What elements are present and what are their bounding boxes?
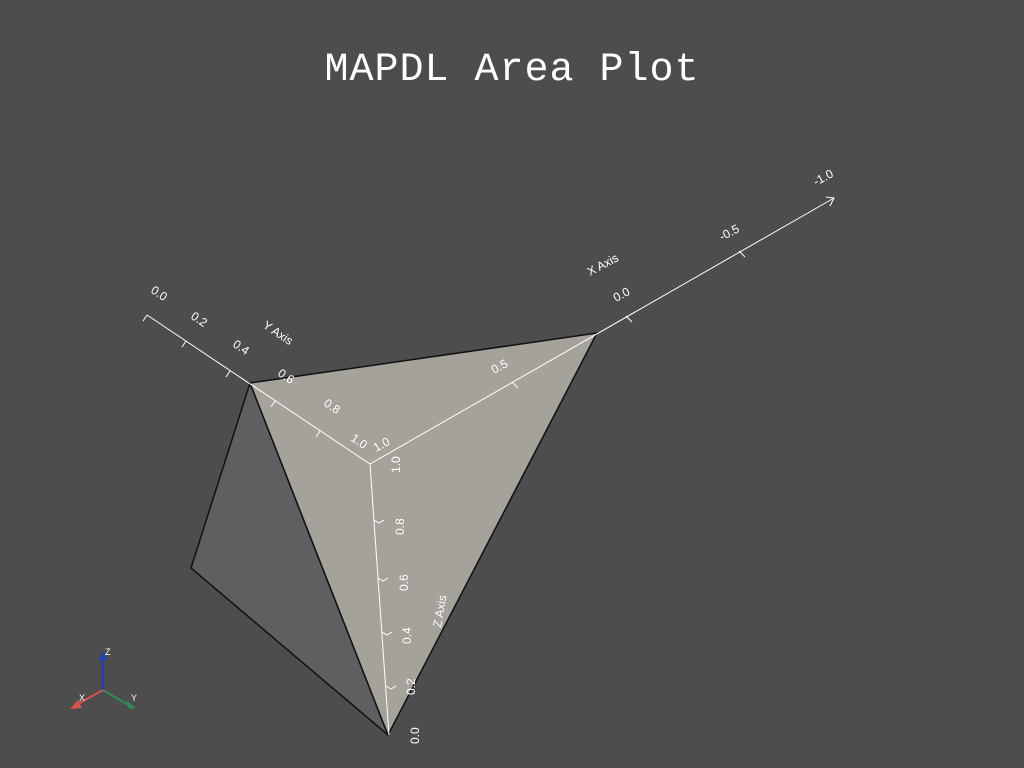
z-tick-label-1.0: 1.0	[389, 456, 403, 473]
y-axis-title: Y Axis	[260, 318, 295, 348]
x-axis-arrowhead	[825, 196, 835, 207]
z-tick-label-0.6: 0.6	[397, 574, 411, 591]
y-tick-mark	[142, 314, 321, 438]
triad-y-arrowhead	[126, 700, 136, 709]
z-tick-label-0.2: 0.2	[404, 678, 418, 695]
x-tick-label-0.0: 0.0	[611, 284, 633, 304]
triad-x-label: X	[79, 693, 85, 703]
triad-y-label: Y	[131, 693, 137, 703]
z-axis-line	[369, 463, 390, 736]
x-tick-mark	[511, 250, 746, 389]
x-tick-label--1.0: -1.0	[811, 166, 836, 188]
triad-z-arrowhead	[99, 651, 107, 660]
y-tick-label-0.0: 0.0	[148, 283, 170, 304]
triad-x-arrow	[75, 689, 104, 706]
plot-title: MAPDL Area Plot	[324, 48, 700, 93]
z-tick-label-0.0: 0.0	[408, 727, 422, 744]
x-axis-ticks: 0.5 0.0 -0.5 -1.0 1.0 X Axis	[371, 166, 836, 454]
y-axis-line	[146, 314, 371, 465]
x-axis-title: X Axis	[585, 251, 621, 279]
y-tick-label-0.2: 0.2	[188, 309, 210, 330]
y-tick-label-0.4: 0.4	[230, 337, 252, 358]
triad-x-arrowhead	[70, 700, 82, 709]
z-tick-mark	[373, 519, 397, 690]
orientation-triad: Z X Y	[70, 647, 137, 709]
triad-y-arrow	[102, 689, 131, 707]
front-area-face	[248, 332, 599, 737]
x-tick-label--0.5: -0.5	[717, 221, 742, 243]
x-axis-line	[369, 197, 835, 465]
z-axis-title: Z Axis	[430, 594, 449, 629]
z-axis-ticks: 0.0 0.2 0.4 0.6 0.8 1.0 Z Axis	[373, 456, 450, 744]
z-tick-label-0.4: 0.4	[400, 627, 414, 644]
z-tick-label-0.8: 0.8	[393, 518, 407, 535]
triad-z-label: Z	[105, 647, 111, 657]
